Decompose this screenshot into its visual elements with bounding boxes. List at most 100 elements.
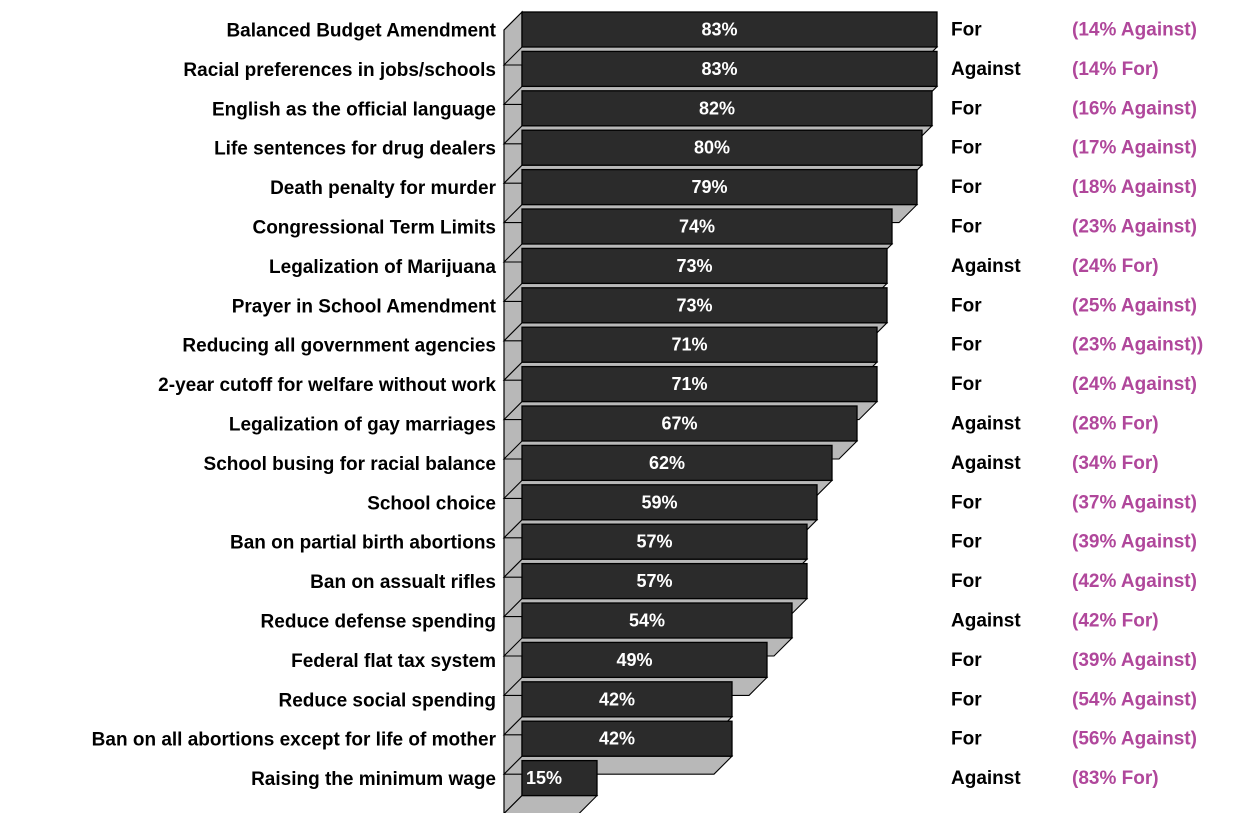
- position-label: For: [951, 20, 982, 41]
- opposition-label: (54% Against): [1072, 689, 1197, 710]
- value-label: 42%: [599, 729, 635, 749]
- category-label: Death penalty for murder: [270, 178, 497, 199]
- position-label: Against: [951, 453, 1021, 474]
- value-label: 73%: [676, 256, 712, 276]
- position-label: Against: [951, 611, 1021, 632]
- bar: [521, 365, 878, 403]
- position-label: Against: [951, 256, 1021, 277]
- bar: [521, 405, 858, 442]
- position-labels-layer: For (14% Against) Against (14% For) For (16% …: [951, 20, 1203, 790]
- bar: [521, 602, 793, 639]
- bar: [521, 720, 733, 757]
- opposition-label: (39% Against): [1072, 532, 1197, 553]
- category-labels-layer: Balanced Budget Amendment Racial preferen…: [92, 21, 497, 791]
- value-labels-layer: 83% 83% 82% 80% 79% 74% 73% 73% 71% 71% 67% 62% 59% 5…: [526, 20, 738, 789]
- bar: [521, 50, 938, 88]
- position-label: For: [951, 177, 982, 198]
- bar: [521, 641, 768, 679]
- category-label: Ban on assualt rifles: [310, 572, 496, 593]
- value-label: 71%: [671, 335, 707, 355]
- position-label: For: [951, 217, 982, 238]
- position-label: For: [951, 335, 982, 356]
- value-label: 83%: [701, 59, 737, 79]
- bar: [521, 444, 833, 482]
- category-label: Racial preferences in jobs/schools: [183, 60, 496, 81]
- opposition-label: (42% For): [1072, 611, 1159, 632]
- value-label: 62%: [649, 453, 685, 473]
- opposition-label: (37% Against): [1072, 492, 1197, 513]
- category-label: English as the official language: [212, 99, 496, 120]
- category-label: Reduce social spending: [279, 690, 497, 711]
- position-label: For: [951, 98, 982, 119]
- position-label: Against: [951, 414, 1021, 435]
- category-label: 2-year cutoff for welfare without work: [158, 375, 496, 396]
- value-label: 79%: [691, 177, 727, 197]
- opposition-label: (23% Against)): [1072, 335, 1203, 356]
- opposition-label: (17% Against): [1072, 138, 1197, 159]
- opposition-label: (28% For): [1072, 414, 1159, 435]
- category-label: Federal flat tax system: [291, 651, 496, 672]
- category-label: School choice: [367, 493, 496, 514]
- opposition-label: (83% For): [1072, 768, 1159, 789]
- position-label: For: [951, 374, 982, 395]
- value-label: 67%: [661, 414, 697, 434]
- position-label: Against: [951, 768, 1021, 789]
- value-label: 57%: [636, 571, 672, 591]
- opposition-label: (24% Against): [1072, 374, 1197, 395]
- bar: [521, 759, 598, 797]
- bar: [521, 326, 878, 363]
- opposition-label: (42% Against): [1072, 571, 1197, 592]
- opposition-label: (16% Against): [1072, 98, 1197, 119]
- category-label: School busing for racial balance: [204, 454, 496, 475]
- position-label: For: [951, 532, 982, 553]
- position-label: For: [951, 689, 982, 710]
- bar: [521, 208, 893, 245]
- position-label: For: [951, 138, 982, 159]
- position-label: For: [951, 295, 982, 316]
- bar: [521, 681, 733, 718]
- position-label: For: [951, 650, 982, 671]
- value-label: 59%: [641, 492, 677, 512]
- opposition-label: (34% For): [1072, 453, 1159, 474]
- value-label: 57%: [636, 532, 672, 552]
- bar: [521, 129, 923, 166]
- category-label: Reduce defense spending: [261, 612, 496, 633]
- opposition-label: (23% Against): [1072, 217, 1197, 238]
- position-label: For: [951, 729, 982, 750]
- value-label: 83%: [701, 20, 737, 40]
- category-label: Reducing all government agencies: [182, 336, 496, 357]
- category-label: Prayer in School Amendment: [232, 296, 497, 317]
- opposition-label: (18% Against): [1072, 177, 1197, 198]
- bar: [521, 484, 818, 521]
- value-label: 54%: [629, 611, 665, 631]
- value-label: 42%: [599, 689, 635, 709]
- value-label: 15%: [526, 768, 562, 788]
- category-label: Ban on all abortions except for life of …: [92, 730, 497, 751]
- bar: [521, 168, 918, 206]
- category-label: Legalization of Marijuana: [269, 257, 496, 278]
- bar: [521, 11, 938, 48]
- position-label: For: [951, 571, 982, 592]
- bar: [521, 247, 888, 285]
- category-label: Ban on partial birth abortions: [230, 533, 496, 554]
- opposition-label: (14% For): [1072, 59, 1159, 80]
- value-label: 71%: [671, 374, 707, 394]
- category-label: Legalization of gay marriages: [229, 415, 496, 436]
- opposition-label: (14% Against): [1072, 20, 1197, 41]
- opposition-label: (56% Against): [1072, 729, 1197, 750]
- position-label: For: [951, 492, 982, 513]
- opposition-label: (24% For): [1072, 256, 1159, 277]
- opposition-label: (39% Against): [1072, 650, 1197, 671]
- category-label: Life sentences for drug dealers: [214, 139, 496, 160]
- bar: [521, 562, 808, 600]
- category-label: Balanced Budget Amendment: [226, 21, 496, 42]
- position-label: Against: [951, 59, 1021, 80]
- opposition-label: (25% Against): [1072, 295, 1197, 316]
- bar: [521, 523, 808, 560]
- value-label: 82%: [699, 98, 735, 118]
- bars-layer: [521, 11, 938, 797]
- value-label: 74%: [679, 217, 715, 237]
- value-label: 49%: [616, 650, 652, 670]
